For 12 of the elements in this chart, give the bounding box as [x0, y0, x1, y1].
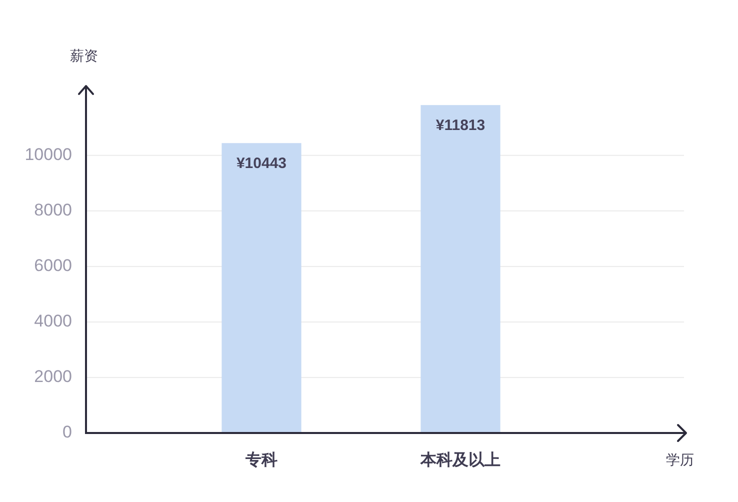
x-tick-label: 专科 [244, 451, 278, 470]
y-tick-label: 0 [62, 422, 72, 442]
x-tick-label: 本科及以上 [420, 451, 500, 470]
y-tick-label: 2000 [34, 366, 72, 386]
x-axis-title: 学历 [666, 452, 694, 468]
y-tick-label: 6000 [34, 256, 72, 275]
data-label: ¥11813 [436, 117, 486, 134]
y-tick-label: 10000 [24, 144, 72, 164]
y-tick-label: 4000 [34, 311, 72, 330]
data-label: ¥10443 [236, 155, 287, 172]
y-tick-label: 8000 [34, 200, 72, 220]
y-axis-title: 薪资 [70, 48, 98, 64]
